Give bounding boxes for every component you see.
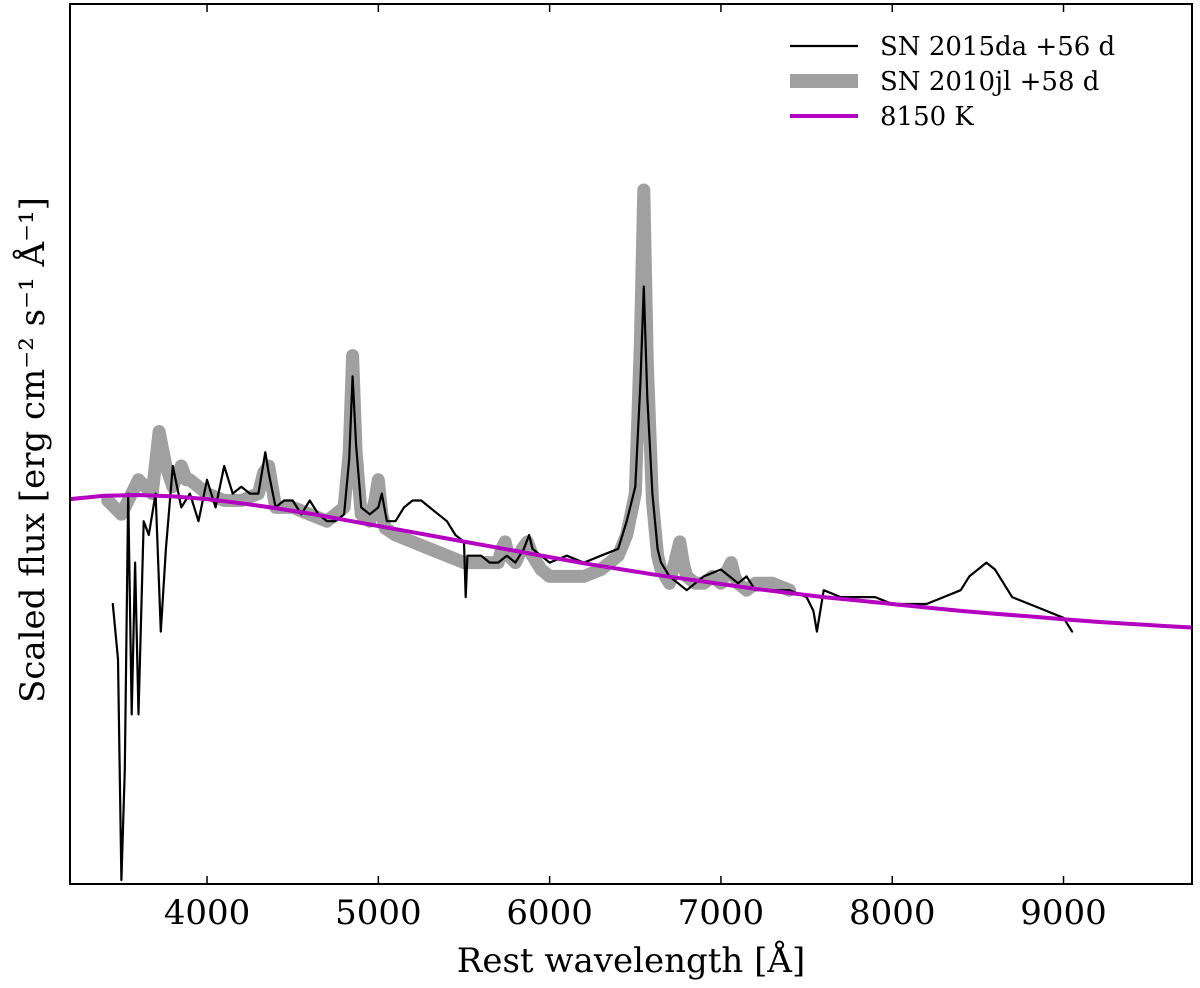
legend-label-2: 8150 K (880, 102, 974, 132)
x-ticks: 4000 5000 6000 7000 8000 9000 (164, 4, 1107, 933)
plot-frame (69, 3, 1193, 885)
legend-label-1: SN 2010jl +58 d (880, 67, 1099, 97)
x-axis-label: Rest wavelength [Å] (457, 940, 805, 981)
x-tick-label-5000: 5000 (335, 893, 422, 933)
series-line-2 (70, 493, 1192, 630)
x-tick-label-9000: 9000 (1020, 893, 1107, 933)
series-layer (70, 183, 1192, 882)
y-axis-label: Scaled flux [erg cm⁻² s⁻¹ Å⁻¹] (12, 197, 53, 703)
x-tick-label-7000: 7000 (678, 893, 765, 933)
x-tick-label-4000: 4000 (164, 893, 251, 933)
legend: SN 2015da +56 d SN 2010jl +58 d 8150 K (790, 32, 1115, 132)
series-line-1 (101, 183, 796, 597)
legend-label-0: SN 2015da +56 d (880, 32, 1115, 62)
series-line-0 (111, 285, 1074, 882)
x-tick-label-8000: 8000 (849, 893, 936, 933)
x-tick-label-6000: 6000 (506, 893, 593, 933)
